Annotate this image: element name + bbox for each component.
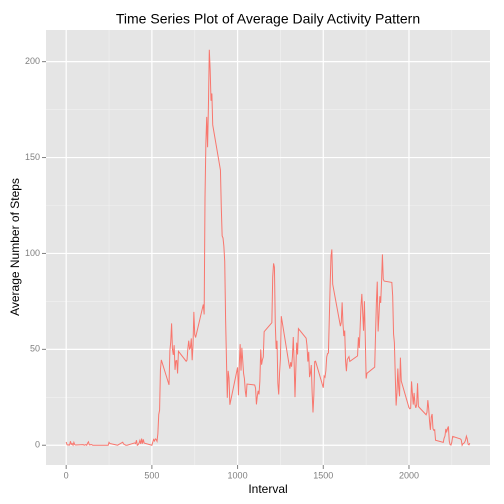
- data-line: [65, 49, 471, 447]
- y-tick-label: 200: [25, 56, 40, 66]
- x-tick-label: 0: [64, 470, 69, 480]
- x-tick-label: 2000: [399, 470, 419, 480]
- x-axis-label: Interval: [248, 482, 287, 496]
- x-tick-label: 1000: [228, 470, 248, 480]
- x-tick-label: 500: [144, 470, 159, 480]
- y-tick-label: 150: [25, 152, 40, 162]
- x-tick-label: 1500: [313, 470, 333, 480]
- grid: [46, 30, 490, 465]
- y-tick-label: 0: [35, 440, 40, 450]
- y-axis-label: Average Number of Steps: [8, 178, 22, 316]
- y-tick-label: 50: [30, 344, 40, 354]
- y-tick-label: 100: [25, 248, 40, 258]
- chart-title: Time Series Plot of Average Daily Activi…: [116, 11, 420, 27]
- panel: [46, 30, 490, 465]
